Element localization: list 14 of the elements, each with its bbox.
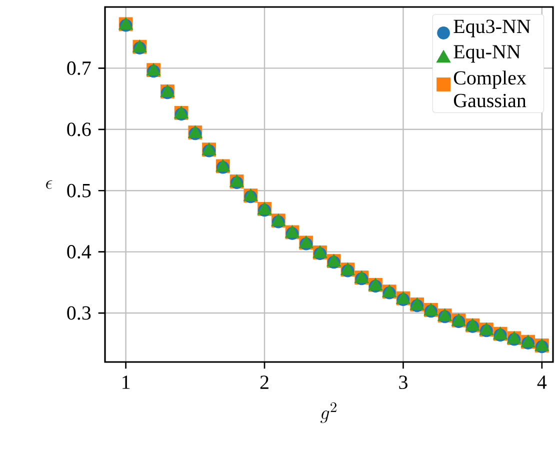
legend-label: Equ3-NN xyxy=(454,20,530,38)
x-axis-title: $g^2$ xyxy=(320,402,336,423)
y-tick-label: 0.5 xyxy=(67,184,91,198)
x-tick-label: 1 xyxy=(122,376,130,389)
legend-label: Complex Gaussian xyxy=(454,70,526,108)
x-tick-label: 4 xyxy=(537,376,547,389)
y-tick-label: 0.6 xyxy=(67,122,91,136)
y-axis-title: $\epsilon$ xyxy=(46,180,52,189)
y-tick-label: 0.3 xyxy=(67,306,91,320)
x-tick-label: 2 xyxy=(260,376,268,389)
y-tick-label: 0.4 xyxy=(67,245,92,259)
legend-label: Equ-NN xyxy=(454,45,520,63)
y-tick-label: 0.7 xyxy=(67,61,91,76)
x-tick-label: 3 xyxy=(399,376,408,390)
